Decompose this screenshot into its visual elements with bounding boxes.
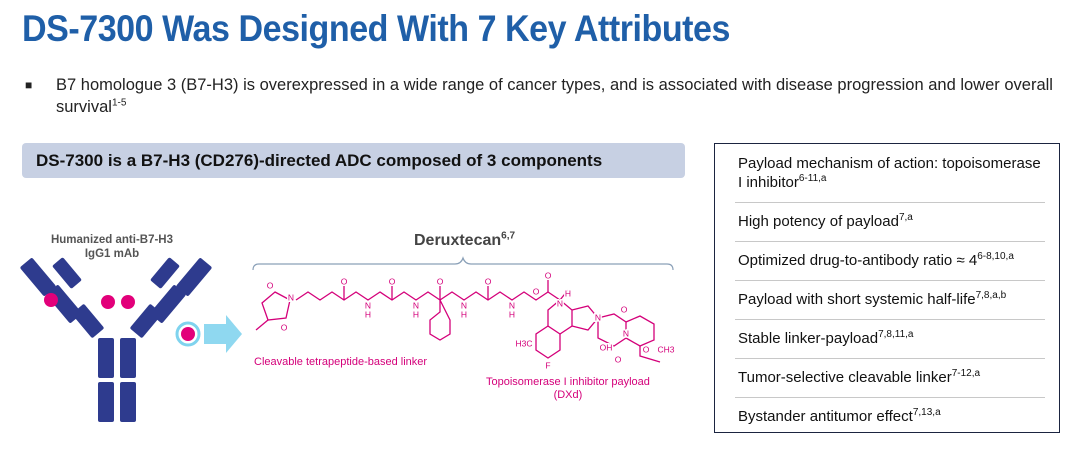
atom-label: O <box>389 276 396 286</box>
atom-label: O <box>485 276 492 286</box>
atom-label: O <box>643 344 650 354</box>
atom-label: H <box>413 309 419 319</box>
attribute-sup: 6-8,10,a <box>977 251 1014 262</box>
attribute-sup: 7,8,11,a <box>878 329 914 340</box>
antibody-label-line: IgG1 mAb <box>84 248 140 260</box>
structure <box>255 280 661 363</box>
atom-label: O <box>437 276 444 286</box>
attribute-text: Stable linker-payload <box>738 330 879 347</box>
drug-sup: 6,7 <box>501 230 516 242</box>
atom-label: H <box>461 309 467 319</box>
atom-label: N <box>365 300 371 310</box>
attribute-sup: 7-12,a <box>951 368 981 379</box>
antibody-label-line: Humanized anti-B7-H3 <box>50 234 174 246</box>
attribute-text: Bystander antitumor effect <box>738 408 913 425</box>
attribute-sup: 7,13,a <box>912 407 941 418</box>
atom-label: N <box>288 292 294 302</box>
banner: DS-7300 is a B7-H3 (CD276)-directed ADC … <box>22 143 685 178</box>
linker-label: Cleavable tetrapeptide-based linker <box>254 356 428 368</box>
atom-label: O <box>533 286 540 296</box>
attribute-sup: 7,a <box>898 212 913 223</box>
attribute: Optimized drug-to-antibody ratio ≈ 46-8,… <box>735 242 1045 281</box>
atom-label: CH3 <box>657 344 674 354</box>
drug-name: Deruxtecan6,7 <box>414 230 516 250</box>
atom-label: N <box>623 328 629 338</box>
arrow <box>204 315 242 353</box>
atom-label: N <box>595 312 601 322</box>
atom-label: O <box>621 304 628 314</box>
antibody <box>20 257 212 422</box>
antibody-label: Humanized anti-B7-H3 IgG1 mAb <box>42 233 182 261</box>
payload-label-line: Topoisomerase I inhibitor payload <box>486 376 650 388</box>
atom-label: O <box>281 322 288 332</box>
bullet-text: B7 homologue 3 (B7-H3) is overexpressed … <box>56 76 1053 116</box>
attribute: Bystander antitumor effect7,13,a <box>735 398 1045 436</box>
attribute: Tumor-selective cleavable linker7-12,a <box>735 359 1045 398</box>
atom-label: N <box>509 300 515 310</box>
atom-label: H <box>509 309 515 319</box>
payload-dots <box>44 293 195 341</box>
attribute-text: Payload mechanism of action: topoisomera… <box>738 155 1041 191</box>
attribute-text: Tumor-selective cleavable linker <box>738 369 952 386</box>
payload-label: Topoisomerase I inhibitor payload (DXd) <box>486 376 650 402</box>
atom-label: O <box>267 280 274 290</box>
attribute: High potency of payload7,a <box>735 203 1045 242</box>
attribute-text: Optimized drug-to-antibody ratio ≈ 4 <box>738 252 978 269</box>
atom-label: H <box>365 309 371 319</box>
atom-label: H <box>565 288 571 298</box>
payload-label-line: (DXd) <box>553 389 583 401</box>
attribute-text: Payload with short systemic half-life <box>738 291 976 308</box>
atom-label: OH <box>600 342 613 352</box>
atom-label: O <box>615 354 622 364</box>
drug-text: Deruxtecan <box>414 232 502 249</box>
atom-label: N <box>413 300 419 310</box>
highlight <box>175 321 201 347</box>
atom-label: N <box>557 298 563 308</box>
atom-label: O <box>341 276 348 286</box>
attribute: Payload mechanism of action: topoisomera… <box>735 150 1045 203</box>
attribute: Payload with short systemic half-life7,8… <box>735 281 1045 320</box>
attribute-sup: 6-11,a <box>798 173 827 184</box>
bullet: ■ B7 homologue 3 (B7-H3) is overexpresse… <box>22 74 1062 118</box>
title: DS-7300 Was Designed With 7 Key Attribut… <box>22 8 730 49</box>
attribute-box: Payload mechanism of action: topoisomera… <box>714 143 1060 433</box>
atom-label: O <box>545 270 552 280</box>
atom-label: N <box>461 300 467 310</box>
atom-label: H3C <box>515 338 532 348</box>
brace <box>252 256 674 271</box>
attribute-sup: 7,8,a,b <box>975 290 1007 301</box>
bullet-sup: 1-5 <box>111 97 127 109</box>
atom-label: F <box>545 360 550 370</box>
attribute-text: High potency of payload <box>738 213 899 230</box>
attribute: Stable linker-payload7,8,11,a <box>735 320 1045 359</box>
bullet-marker: ■ <box>25 78 33 92</box>
